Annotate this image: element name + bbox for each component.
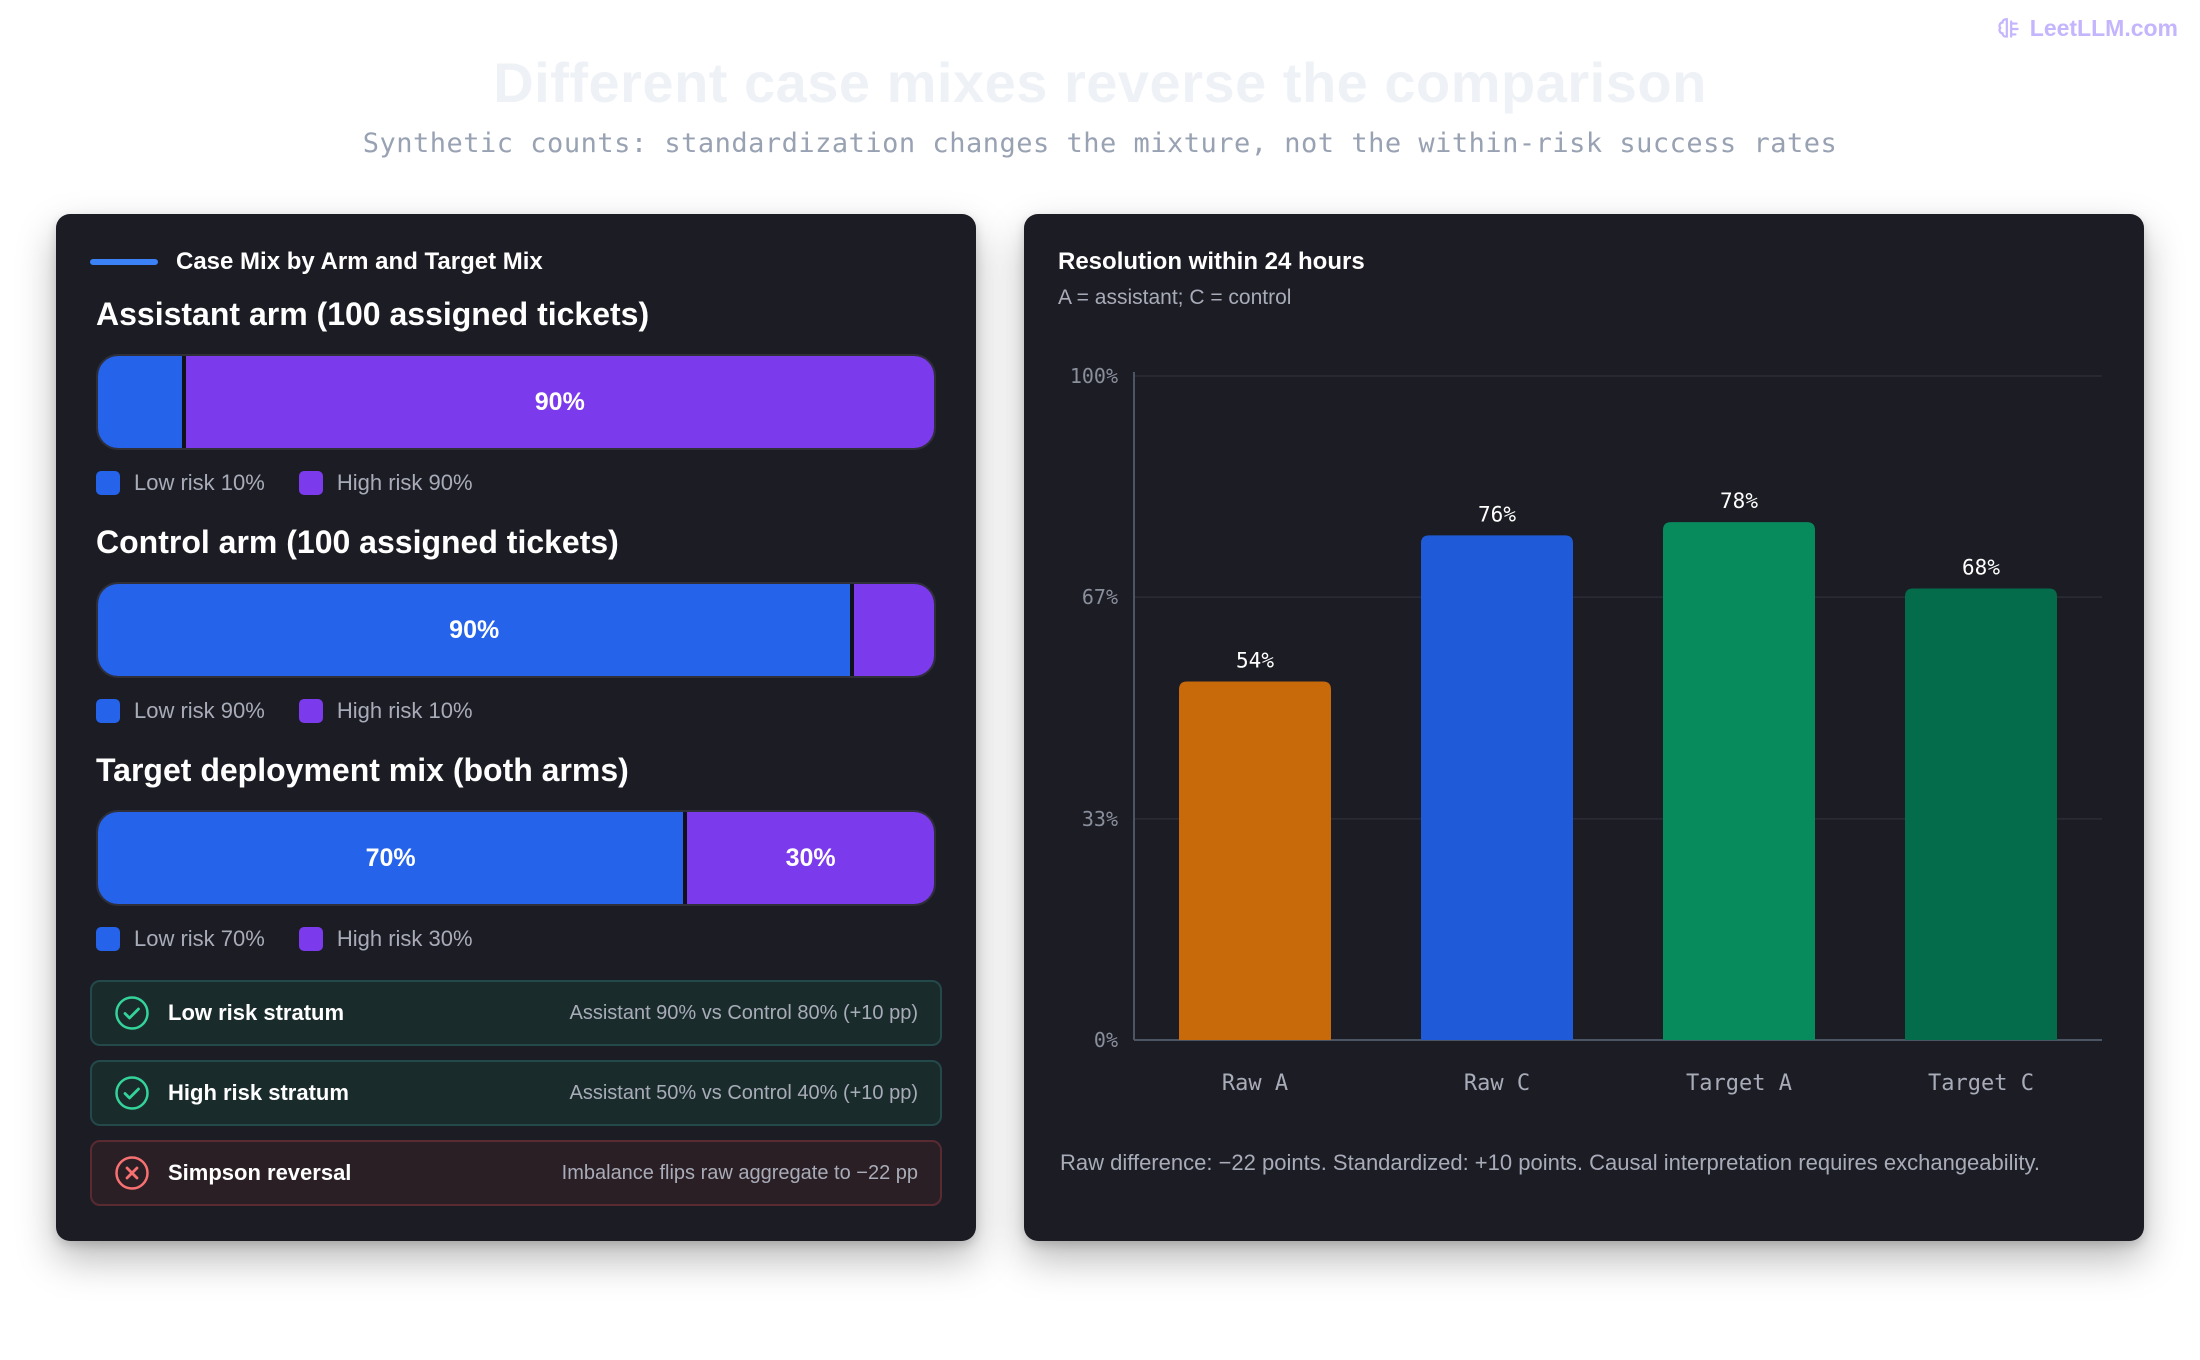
page-title: Different case mixes reverse the compari… xyxy=(493,51,1707,114)
high-risk-stratum-row: High risk stratum Assistant 50% vs Contr… xyxy=(90,1060,942,1126)
high-risk-segment xyxy=(854,584,934,676)
segment-divider xyxy=(850,584,855,676)
y-tick-label: 100% xyxy=(1070,364,1118,388)
legend-low-risk: Low risk 90% xyxy=(96,698,265,724)
low-risk-segment: 90% xyxy=(98,584,851,676)
check-circle-icon xyxy=(115,1076,149,1110)
bar xyxy=(1421,535,1573,1040)
y-tick-label: 67% xyxy=(1082,585,1118,609)
bar-value-label: 76% xyxy=(1478,502,1516,526)
target-mix-bar: 70% 30% xyxy=(96,810,936,906)
resolution-bar-chart: 0% 33% 67% 100% 54% Raw A 76% Raw C 78% Target A 6… xyxy=(1070,364,2102,1096)
x-tick-label: Raw A xyxy=(1222,1071,1288,1096)
assistant-arm-bar: 90% xyxy=(96,354,936,450)
stratum-label: Low risk stratum xyxy=(168,1000,345,1025)
control-arm-legend: Low risk 90% High risk 10% xyxy=(96,698,473,724)
control-arm-title: Control arm (100 assigned tickets) xyxy=(96,524,619,560)
legend-low-risk: Low risk 10% xyxy=(96,470,265,496)
stratum-detail: Assistant 90% vs Control 80% (+10 pp) xyxy=(569,1001,918,1024)
legend-high-risk-label: High risk 10% xyxy=(336,698,473,723)
bar xyxy=(1179,681,1331,1040)
legend-swatch-low xyxy=(96,927,120,951)
bar-value-label: 54% xyxy=(1236,648,1274,672)
stratum-label: High risk stratum xyxy=(168,1080,349,1105)
legend-high-risk-label: High risk 30% xyxy=(336,926,473,951)
legend-swatch-low xyxy=(96,471,120,495)
x-circle-icon xyxy=(115,1156,149,1190)
target-mix-legend: Low risk 70% High risk 30% xyxy=(96,926,473,952)
control-arm-bar: 90% xyxy=(96,582,936,678)
brain-icon xyxy=(1998,17,2019,38)
x-tick-label: Target A xyxy=(1686,1071,1792,1096)
legend-swatch-low xyxy=(96,699,120,723)
target-mix-title: Target deployment mix (both arms) xyxy=(96,752,629,788)
legend-high-risk: High risk 90% xyxy=(298,470,473,496)
y-tick-label: 0% xyxy=(1094,1028,1118,1052)
page-subtitle: Synthetic counts: standardization change… xyxy=(362,128,1838,159)
case-mix-heading: Case Mix by Arm and Target Mix xyxy=(176,248,543,275)
bar-value-label: 68% xyxy=(1962,555,2000,579)
chart-subtitle: A = assistant; C = control xyxy=(1058,286,1292,309)
assistant-arm-title: Assistant arm (100 assigned tickets) xyxy=(96,296,650,332)
legend-high-risk: High risk 30% xyxy=(298,926,473,952)
y-tick-label: 33% xyxy=(1082,807,1118,831)
brand-logo[interactable]: LeetLLM.com xyxy=(1996,15,2178,42)
stratum-label: Simpson reversal xyxy=(168,1160,352,1185)
low-risk-segment xyxy=(98,356,182,448)
bar xyxy=(1663,522,1815,1040)
high-risk-segment: 30% xyxy=(687,812,934,904)
stratum-detail: Assistant 50% vs Control 40% (+10 pp) xyxy=(569,1081,918,1104)
assistant-arm-legend: Low risk 10% High risk 90% xyxy=(96,470,473,496)
simpson-reversal-row: Simpson reversal Imbalance flips raw agg… xyxy=(90,1140,942,1206)
chart-footer-note: Raw difference: −22 points. Standardized… xyxy=(1060,1150,2041,1175)
bar xyxy=(1905,588,2057,1040)
segment-divider xyxy=(683,812,688,904)
chart-title: Resolution within 24 hours xyxy=(1058,248,1365,275)
low-risk-stratum-row: Low risk stratum Assistant 90% vs Contro… xyxy=(90,980,942,1046)
legend-high-risk: High risk 10% xyxy=(298,698,473,724)
x-tick-label: Target C xyxy=(1928,1071,2034,1096)
stratum-detail: Imbalance flips raw aggregate to −22 pp xyxy=(561,1161,918,1184)
legend-high-risk-label: High risk 90% xyxy=(336,470,473,495)
legend-swatch-high xyxy=(298,699,323,723)
legend-low-risk-label: Low risk 10% xyxy=(134,470,265,495)
low-risk-segment: 70% xyxy=(98,812,684,904)
high-risk-segment: 90% xyxy=(185,356,934,448)
brand-name: LeetLLM.com xyxy=(2029,15,2178,41)
accent-line xyxy=(90,259,158,265)
legend-low-risk: Low risk 70% xyxy=(96,926,265,952)
case-mix-panel: Case Mix by Arm and Target Mix Assistant… xyxy=(56,214,976,1241)
legend-low-risk-label: Low risk 90% xyxy=(134,698,265,723)
case-mix-header: Case Mix by Arm and Target Mix xyxy=(90,248,543,276)
bar-value-label: 78% xyxy=(1720,489,1758,513)
segment-divider xyxy=(181,356,186,448)
legend-swatch-high xyxy=(298,927,323,951)
legend-swatch-high xyxy=(298,471,323,495)
legend-low-risk-label: Low risk 70% xyxy=(134,926,265,951)
check-circle-icon xyxy=(115,996,149,1030)
x-tick-label: Raw C xyxy=(1464,1071,1530,1096)
resolution-chart-panel: Resolution within 24 hours A = assistant… xyxy=(1024,214,2144,1241)
